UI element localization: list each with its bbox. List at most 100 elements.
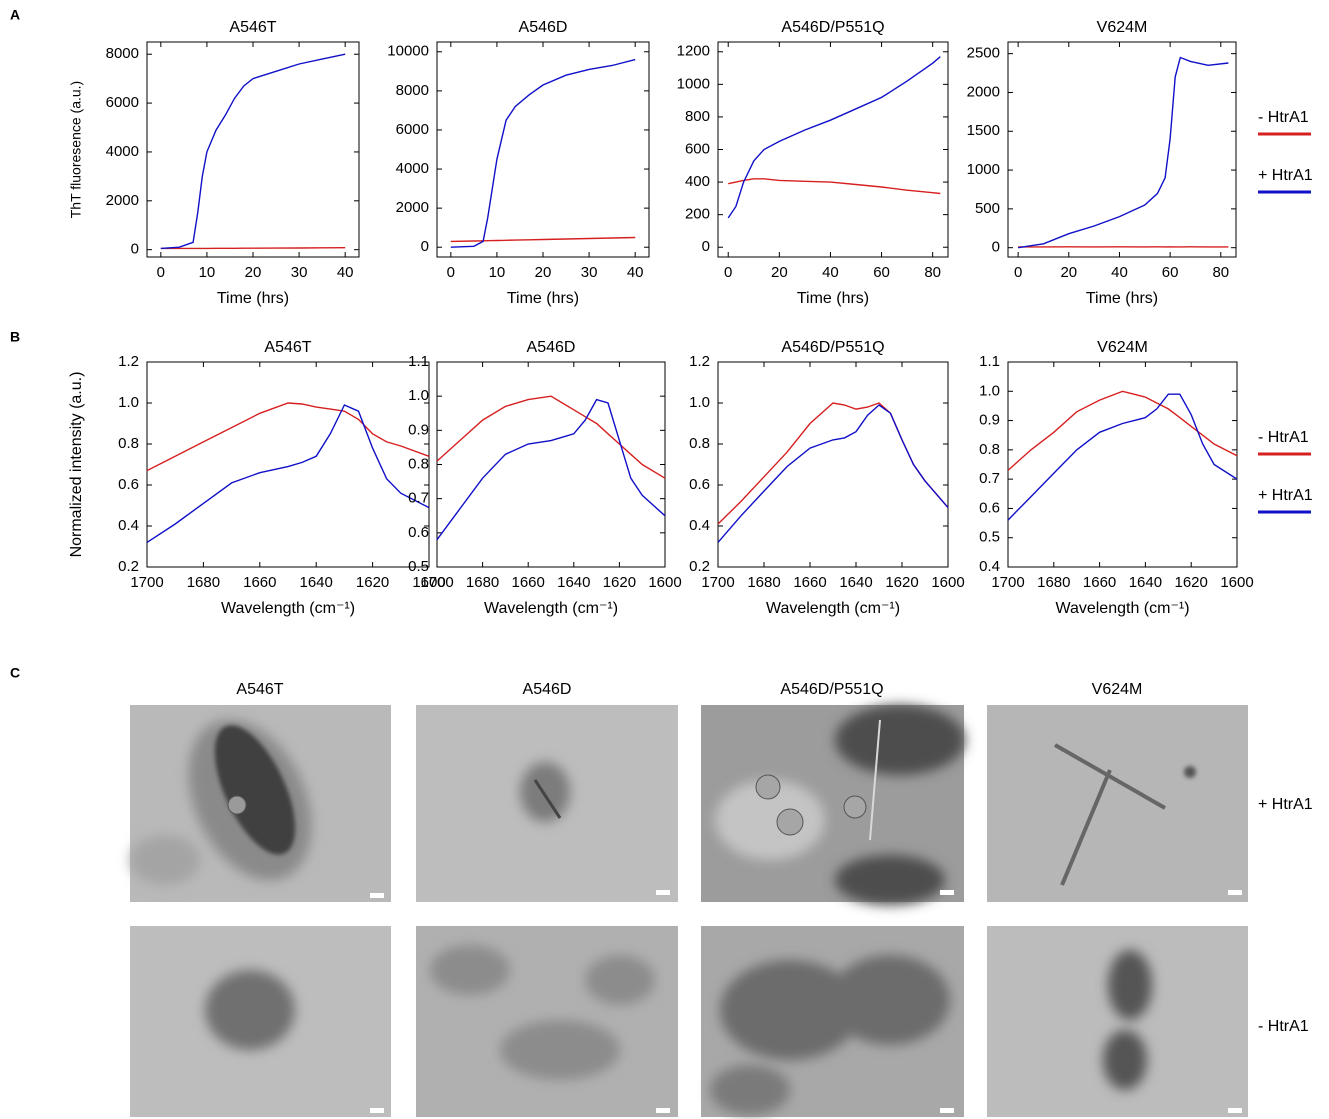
y-tick-label: 2500 (967, 45, 1000, 62)
y-tick-label: 10000 (387, 43, 429, 60)
chart: A546D Wavelength (cm⁻¹) 1700 1680 1660 1640 16… (408, 339, 682, 617)
x-axis-label: Wavelength (cm⁻¹) (221, 600, 355, 617)
data-line (160, 53, 346, 250)
legend-label: + HtrA1 (1258, 167, 1313, 184)
y-tick-label: 4000 (106, 143, 139, 160)
data-line (450, 236, 636, 243)
y-tick-label: 0.5 (979, 529, 1000, 546)
legend-label: + HtrA1 (1258, 487, 1313, 504)
x-tick-label: 10 (489, 264, 506, 281)
x-tick-label: 1680 (187, 574, 220, 591)
micrograph (987, 705, 1248, 902)
micrograph (416, 926, 678, 1117)
chart: A546D Time (hrs) 0 10 20 30 40 0 2000 4000 6000 800… (387, 19, 650, 307)
x-tick-label: 0 (157, 264, 165, 281)
x-tick-label: 1600 (412, 574, 445, 591)
x-tick-label: 1660 (793, 574, 826, 591)
x-tick-label: 80 (924, 264, 941, 281)
y-tick-label: 0 (702, 238, 710, 255)
data-line (1007, 390, 1238, 471)
data-line (436, 395, 666, 479)
x-tick-label: 1640 (1129, 574, 1162, 591)
y-tick-label: 0.4 (979, 558, 1000, 575)
x-tick-label: 40 (822, 264, 839, 281)
x-tick-label: 1640 (557, 574, 590, 591)
plot-frame (146, 361, 430, 568)
y-tick-label: 8000 (106, 45, 139, 62)
x-axis-label: Time (hrs) (217, 290, 289, 307)
x-axis-label: Time (hrs) (797, 290, 869, 307)
x-tick-label: 1640 (839, 574, 872, 591)
y-tick-label: 1000 (677, 75, 710, 92)
legend-label: - HtrA1 (1258, 109, 1309, 126)
data-line (450, 58, 636, 248)
x-tick-label: 1660 (1083, 574, 1116, 591)
y-tick-label: 1.1 (408, 353, 429, 370)
x-tick-label: 1700 (991, 574, 1024, 591)
chart-title: A546D (519, 19, 568, 36)
chart-title: A546T (264, 339, 311, 356)
y-tick-label: 0.6 (118, 476, 139, 493)
y-tick-label: 0.9 (408, 421, 429, 438)
x-tick-label: 1680 (1037, 574, 1070, 591)
data-line (727, 56, 941, 219)
x-tick-label: 40 (337, 264, 354, 281)
panel-label: C (10, 665, 20, 681)
y-tick-label: 0 (421, 238, 429, 255)
chart: A546T Time (hrs) ThT fluoresence (a.u.) 0 10… (68, 19, 360, 307)
chart-title: A546T (229, 19, 276, 36)
x-tick-label: 20 (535, 264, 552, 281)
y-tick-label: 0.6 (689, 476, 710, 493)
x-tick-label: 1620 (356, 574, 389, 591)
chart-title: A546D/P551Q (781, 19, 884, 36)
y-tick-label: 6000 (106, 94, 139, 111)
x-tick-label: 30 (291, 264, 308, 281)
data-line (1017, 56, 1229, 249)
x-tick-label: 60 (1162, 264, 1179, 281)
micrograph-title: A546D/P551Q (780, 681, 883, 698)
y-axis-label: ThT fluoresence (a.u.) (68, 81, 84, 218)
y-tick-label: 0.4 (689, 517, 710, 534)
x-axis-label: Wavelength (cm⁻¹) (1055, 600, 1189, 617)
x-tick-label: 1660 (512, 574, 545, 591)
micrograph-row-label: - HtrA1 (1258, 1018, 1309, 1035)
y-tick-label: 0 (992, 239, 1000, 256)
chart-title: V624M (1097, 19, 1148, 36)
x-tick-label: 1700 (420, 574, 453, 591)
y-tick-label: 1.1 (979, 353, 1000, 370)
micrograph (416, 705, 678, 902)
x-axis-label: Time (hrs) (507, 290, 579, 307)
x-tick-label: 1700 (701, 574, 734, 591)
y-tick-label: 4000 (396, 160, 429, 177)
x-tick-label: 1600 (931, 574, 964, 591)
y-tick-label: 0.7 (408, 490, 429, 507)
y-tick-label: 0.2 (689, 558, 710, 575)
x-tick-label: 1600 (648, 574, 681, 591)
plot-frame (1007, 41, 1237, 258)
x-axis-label: Wavelength (cm⁻¹) (766, 600, 900, 617)
micrograph-row-label: + HtrA1 (1258, 796, 1313, 813)
data-line (146, 404, 430, 543)
y-tick-label: 600 (685, 140, 710, 157)
legend-label: - HtrA1 (1258, 429, 1309, 446)
chart-title: V624M (1097, 339, 1148, 356)
micrograph (701, 926, 964, 1117)
plot-frame (436, 361, 666, 568)
y-axis-label: Normalized intensity (a.u.) (68, 372, 85, 558)
y-tick-label: 1.0 (979, 382, 1000, 399)
x-tick-label: 1700 (130, 574, 163, 591)
plot-frame (436, 41, 650, 258)
x-axis-label: Time (hrs) (1086, 290, 1158, 307)
x-tick-label: 1620 (1175, 574, 1208, 591)
y-tick-label: 400 (685, 173, 710, 190)
y-tick-label: 0 (131, 241, 139, 258)
plot-frame (146, 41, 360, 258)
x-tick-label: 40 (627, 264, 644, 281)
y-tick-label: 0.6 (408, 524, 429, 541)
y-tick-label: 1500 (967, 122, 1000, 139)
y-tick-label: 2000 (106, 192, 139, 209)
panel-label: B (10, 329, 20, 345)
y-tick-label: 6000 (396, 121, 429, 138)
x-tick-label: 0 (447, 264, 455, 281)
